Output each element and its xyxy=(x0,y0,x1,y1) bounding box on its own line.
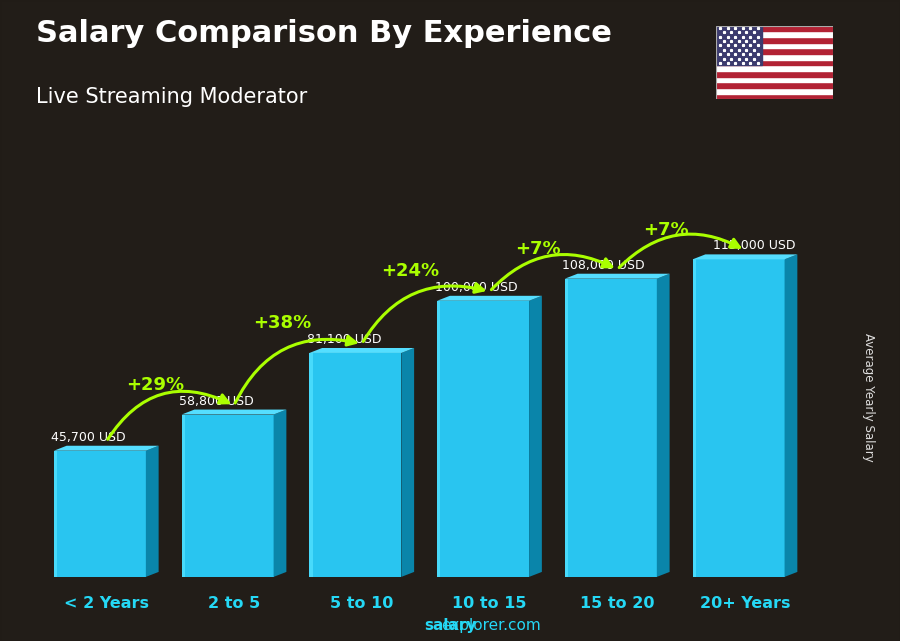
Polygon shape xyxy=(182,410,286,415)
Text: +7%: +7% xyxy=(515,240,561,258)
Text: Salary Comparison By Experience: Salary Comparison By Experience xyxy=(36,19,612,48)
Bar xyxy=(716,26,832,31)
Text: 81,100 USD: 81,100 USD xyxy=(307,333,382,346)
Polygon shape xyxy=(529,296,542,577)
Polygon shape xyxy=(310,348,414,353)
Polygon shape xyxy=(657,274,670,577)
Polygon shape xyxy=(437,296,542,301)
Bar xyxy=(716,88,832,94)
Polygon shape xyxy=(146,445,158,577)
Bar xyxy=(54,451,146,577)
Polygon shape xyxy=(693,254,797,260)
Bar xyxy=(182,415,274,577)
Bar xyxy=(437,301,440,577)
Polygon shape xyxy=(274,410,286,577)
Text: < 2 Years: < 2 Years xyxy=(64,596,148,612)
Bar xyxy=(716,94,832,99)
Text: +38%: +38% xyxy=(254,314,311,332)
Bar xyxy=(716,48,832,54)
Bar xyxy=(565,279,657,577)
Polygon shape xyxy=(565,274,670,279)
Bar xyxy=(716,77,832,82)
Bar xyxy=(310,353,312,577)
Text: 10 to 15: 10 to 15 xyxy=(452,596,526,612)
Text: +29%: +29% xyxy=(126,376,184,394)
Text: 15 to 20: 15 to 20 xyxy=(580,596,654,612)
Text: 5 to 10: 5 to 10 xyxy=(330,596,393,612)
Bar xyxy=(437,301,529,577)
Bar xyxy=(716,54,832,60)
Bar xyxy=(565,279,568,577)
Text: 58,800 USD: 58,800 USD xyxy=(179,395,254,408)
Bar xyxy=(716,43,832,48)
Bar xyxy=(310,353,401,577)
Bar xyxy=(716,65,832,71)
Text: 45,700 USD: 45,700 USD xyxy=(51,431,126,444)
Text: 20+ Years: 20+ Years xyxy=(699,596,790,612)
Bar xyxy=(716,82,832,88)
Bar xyxy=(693,260,785,577)
Bar xyxy=(182,415,184,577)
Text: salary: salary xyxy=(424,619,476,633)
Bar xyxy=(716,26,762,65)
Polygon shape xyxy=(785,254,797,577)
Text: Live Streaming Moderator: Live Streaming Moderator xyxy=(36,87,307,106)
Text: +7%: +7% xyxy=(643,221,689,238)
Bar xyxy=(54,451,57,577)
Bar xyxy=(716,60,832,65)
Bar xyxy=(693,260,696,577)
Text: 115,000 USD: 115,000 USD xyxy=(713,240,796,253)
Text: 2 to 5: 2 to 5 xyxy=(208,596,260,612)
Polygon shape xyxy=(401,348,414,577)
Bar xyxy=(716,31,832,37)
Polygon shape xyxy=(54,445,158,451)
Bar xyxy=(716,71,832,77)
Text: explorer.com: explorer.com xyxy=(441,619,540,633)
Bar xyxy=(716,37,832,43)
Text: +24%: +24% xyxy=(382,262,439,280)
Text: Average Yearly Salary: Average Yearly Salary xyxy=(862,333,875,462)
Text: 100,000 USD: 100,000 USD xyxy=(435,281,518,294)
Text: 108,000 USD: 108,000 USD xyxy=(562,259,645,272)
